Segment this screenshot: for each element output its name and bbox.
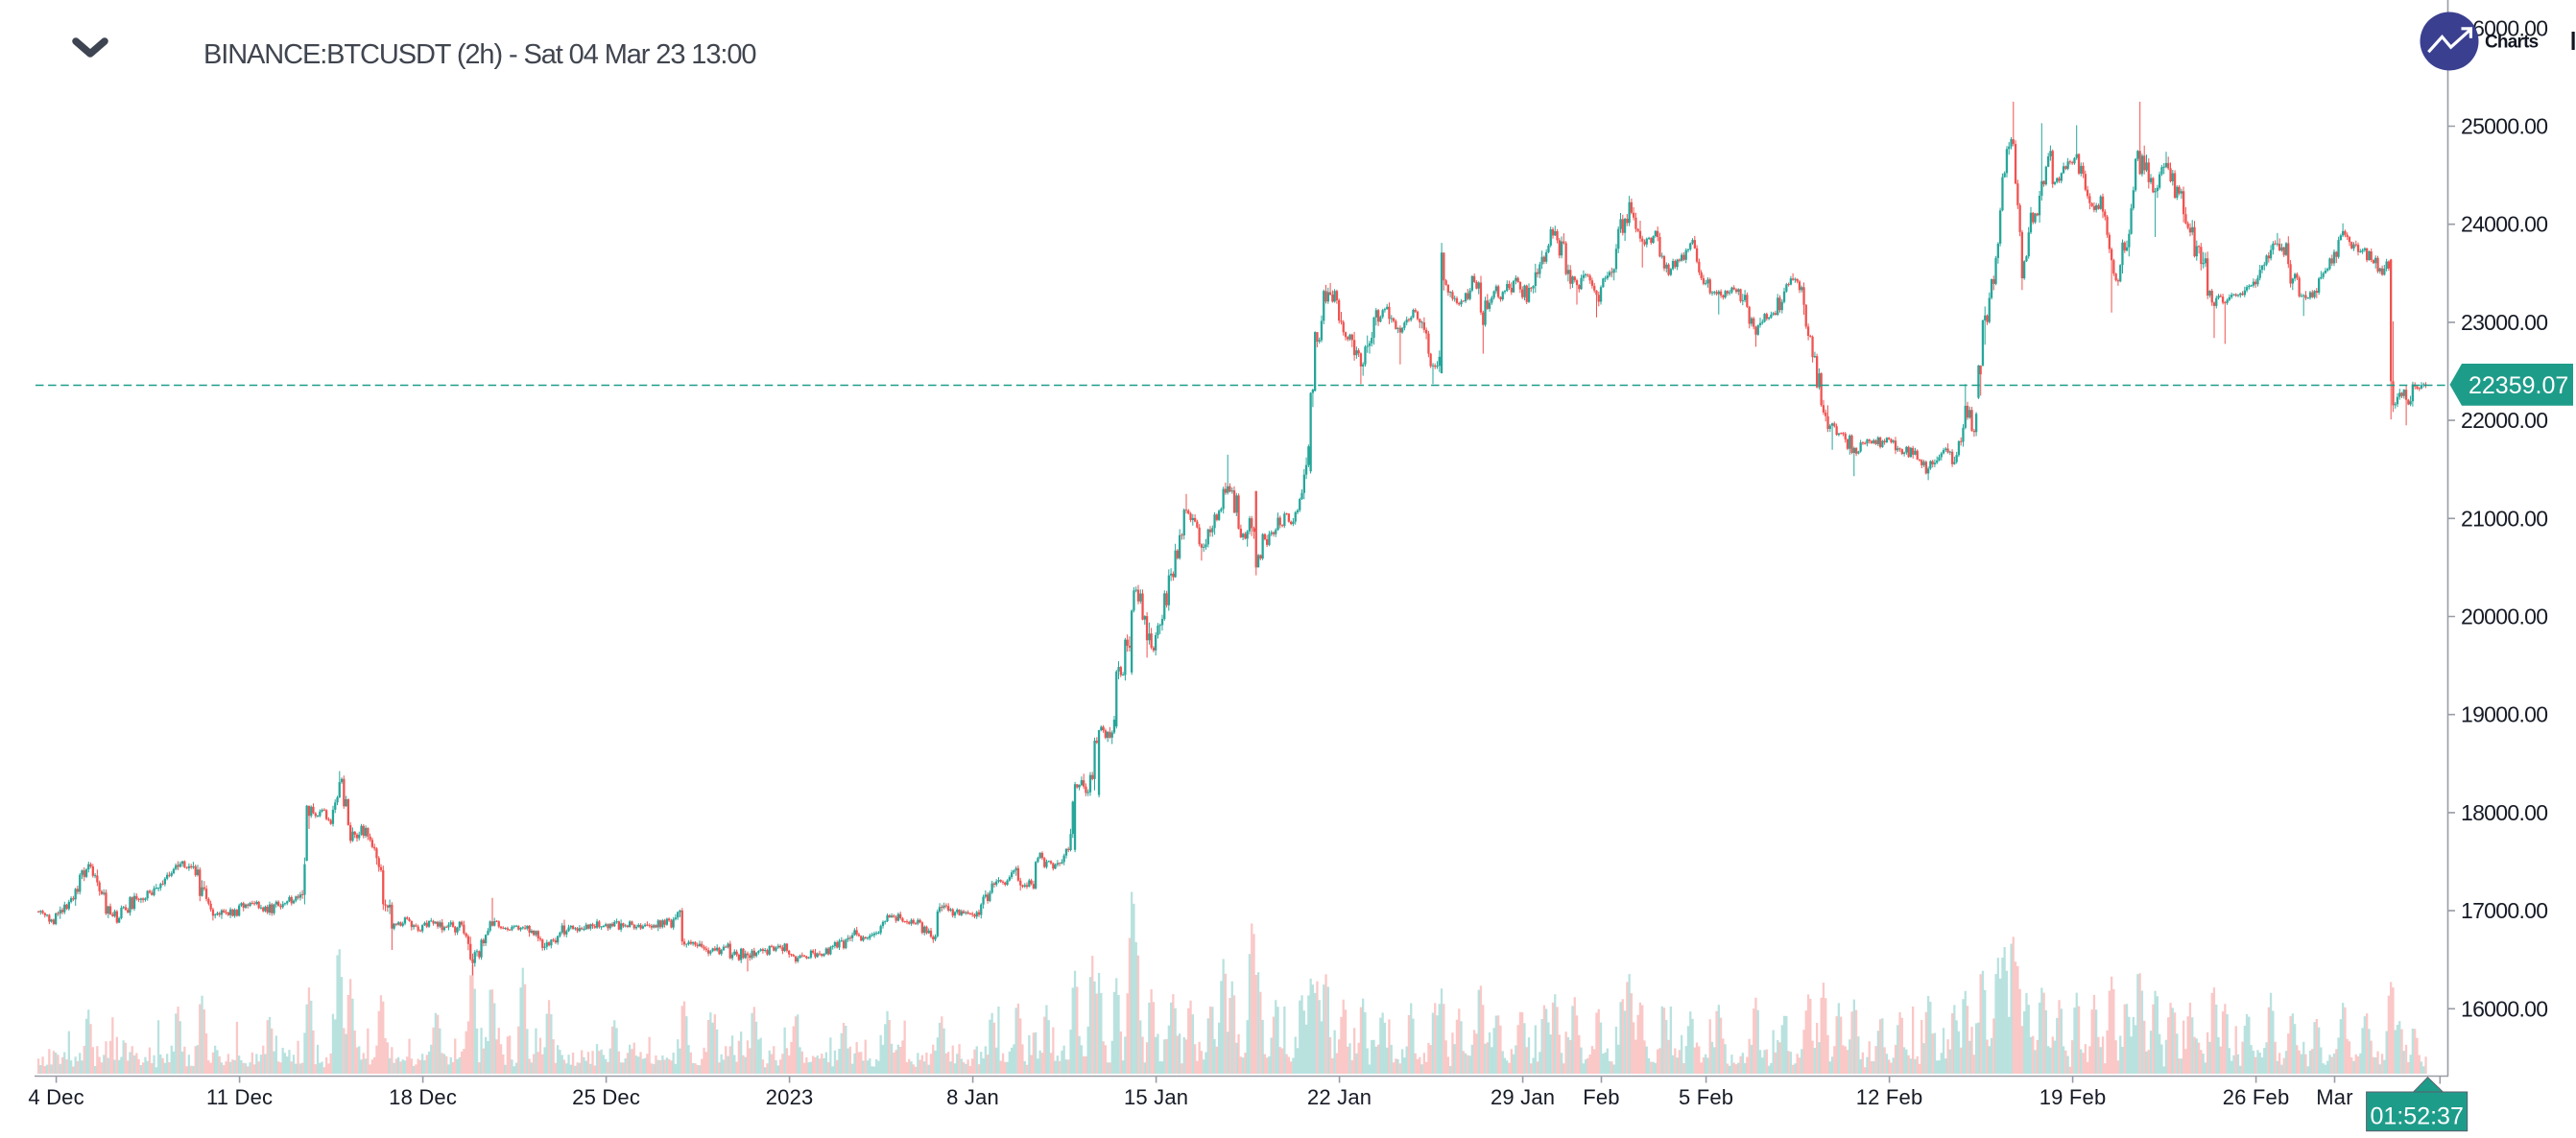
svg-text:29 Jan: 29 Jan xyxy=(1491,1085,1555,1109)
svg-text:BINANCE:BTCUSDT (2h) - Sat 04: BINANCE:BTCUSDT (2h) - Sat 04 Mar 23 13:… xyxy=(203,39,755,70)
svg-text:19 Feb: 19 Feb xyxy=(2039,1085,2107,1109)
svg-text:22 Jan: 22 Jan xyxy=(1307,1085,1371,1109)
svg-text:17000.00: 17000.00 xyxy=(2461,898,2547,923)
svg-text:25000.00: 25000.00 xyxy=(2461,114,2547,139)
svg-text:01:52:37: 01:52:37 xyxy=(2371,1103,2464,1130)
svg-text:22000.00: 22000.00 xyxy=(2461,408,2547,433)
svg-text:12 Feb: 12 Feb xyxy=(1856,1085,1923,1109)
svg-text:Feb: Feb xyxy=(1583,1085,1620,1109)
svg-text:24000.00: 24000.00 xyxy=(2461,212,2547,237)
svg-text:19000.00: 19000.00 xyxy=(2461,702,2547,727)
svg-text:4 Dec: 4 Dec xyxy=(28,1085,83,1109)
svg-text:18 Dec: 18 Dec xyxy=(389,1085,457,1109)
svg-text:Charts: Charts xyxy=(2485,33,2539,53)
svg-text:8 Jan: 8 Jan xyxy=(946,1085,999,1109)
svg-text:2023: 2023 xyxy=(766,1085,814,1109)
svg-text:Mar: Mar xyxy=(2316,1085,2353,1109)
svg-text:5 Feb: 5 Feb xyxy=(1679,1085,1733,1109)
svg-text:18000.00: 18000.00 xyxy=(2461,800,2547,825)
svg-text:21000.00: 21000.00 xyxy=(2461,506,2547,531)
svg-text:11 Dec: 11 Dec xyxy=(206,1085,273,1109)
svg-text:20000.00: 20000.00 xyxy=(2461,605,2547,629)
svg-text:15 Jan: 15 Jan xyxy=(1124,1085,1188,1109)
svg-text:16000.00: 16000.00 xyxy=(2461,996,2547,1021)
svg-text:23000.00: 23000.00 xyxy=(2461,310,2547,335)
svg-text:22359.07: 22359.07 xyxy=(2469,372,2568,399)
svg-text:25 Dec: 25 Dec xyxy=(572,1085,640,1109)
svg-text:26 Feb: 26 Feb xyxy=(2223,1085,2290,1109)
